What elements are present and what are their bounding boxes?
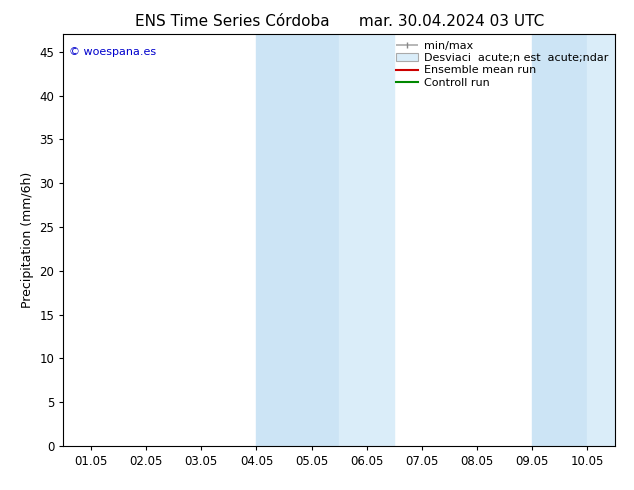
Bar <box>588 34 626 446</box>
Text: © woespana.es: © woespana.es <box>69 47 156 57</box>
Y-axis label: Precipitation (mm/6h): Precipitation (mm/6h) <box>21 172 34 308</box>
Bar <box>256 34 339 446</box>
Bar <box>533 34 588 446</box>
Bar <box>339 34 394 446</box>
Title: ENS Time Series Córdoba      mar. 30.04.2024 03 UTC: ENS Time Series Córdoba mar. 30.04.2024 … <box>134 14 544 29</box>
Legend: min/max, Desviaci  acute;n est  acute;ndar, Ensemble mean run, Controll run: min/max, Desviaci acute;n est acute;ndar… <box>393 38 612 91</box>
